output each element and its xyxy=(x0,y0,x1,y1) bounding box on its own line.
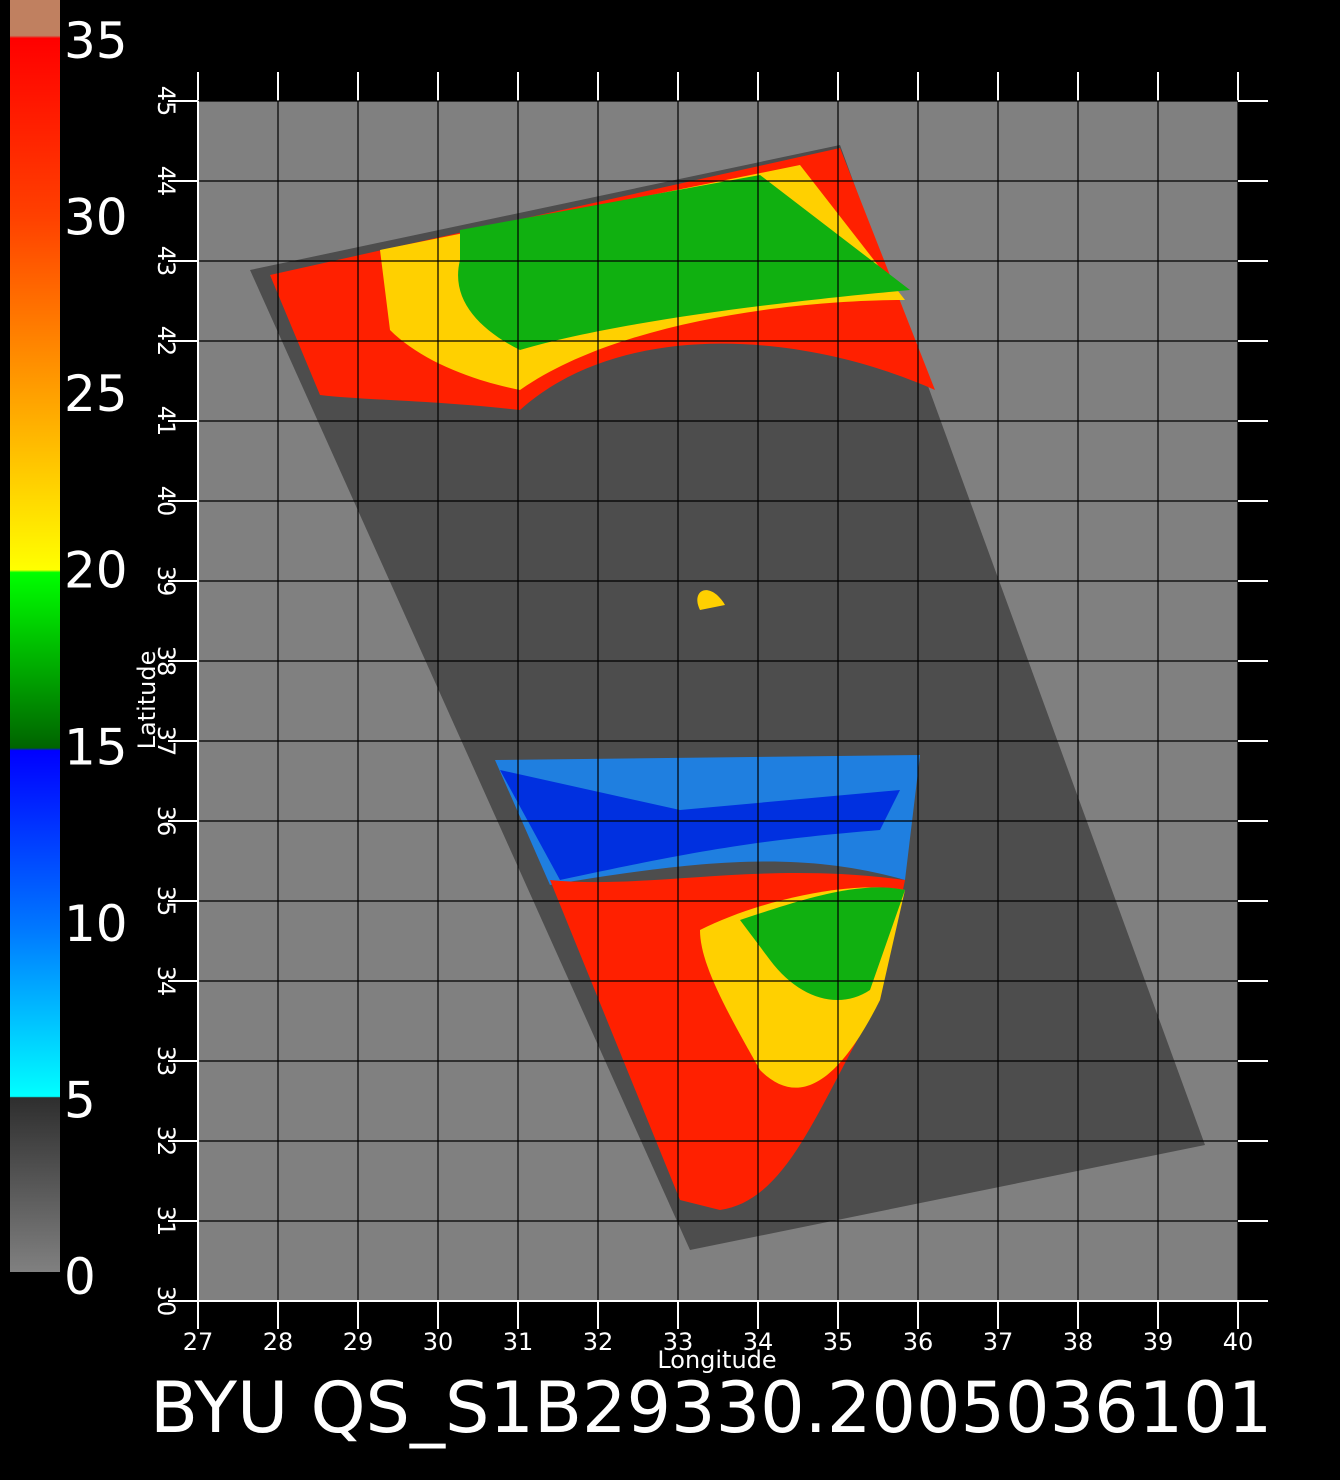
x-tick-label: 27 xyxy=(183,1328,214,1356)
y-tick-label: 34 xyxy=(152,966,180,997)
colorbar-label: 5 xyxy=(64,1071,96,1129)
x-tick-label: 28 xyxy=(263,1328,294,1356)
colorbar-label: 35 xyxy=(64,12,128,70)
colorbar-label: 30 xyxy=(64,189,128,247)
colorbar-label: 0 xyxy=(64,1248,96,1306)
x-tick-label: 34 xyxy=(743,1328,774,1356)
colorbar-label: 20 xyxy=(64,542,128,600)
y-tick-label: 36 xyxy=(152,806,180,837)
colorbar-label: 10 xyxy=(64,895,128,953)
image-title: BYU QS_S1B29330.2005036101 xyxy=(150,1367,1272,1449)
y-tick-label: 43 xyxy=(152,246,180,277)
x-tick-label: 31 xyxy=(503,1328,534,1356)
x-tick-label: 30 xyxy=(423,1328,454,1356)
y-tick-label: 33 xyxy=(152,1046,180,1077)
x-tick-label: 37 xyxy=(983,1328,1014,1356)
y-tick-label: 37 xyxy=(152,726,180,757)
y-axis-label: Latitude xyxy=(133,651,161,750)
colorbar-label: 15 xyxy=(64,718,128,776)
colorbar-label: 25 xyxy=(64,365,128,423)
x-tick-label: 40 xyxy=(1223,1328,1254,1356)
y-tick-label: 30 xyxy=(152,1286,180,1317)
y-tick-label: 40 xyxy=(152,486,180,517)
y-tick-label: 38 xyxy=(152,646,180,677)
x-axis-label: Longitude xyxy=(657,1346,776,1374)
y-tick-label: 39 xyxy=(152,566,180,597)
y-tick-label: 32 xyxy=(152,1126,180,1157)
y-tick-label: 45 xyxy=(152,86,180,117)
x-tick-label: 36 xyxy=(903,1328,934,1356)
y-tick-label: 31 xyxy=(152,1206,180,1237)
y-tick-label: 35 xyxy=(152,886,180,917)
x-tick-label: 35 xyxy=(823,1328,854,1356)
colorbar xyxy=(10,0,60,1272)
wind-field xyxy=(270,148,935,1210)
y-tick-label: 41 xyxy=(152,406,180,437)
x-tick-label: 29 xyxy=(343,1328,374,1356)
x-tick-label: 33 xyxy=(663,1328,694,1356)
x-tick-label: 39 xyxy=(1143,1328,1174,1356)
x-tick-label: 38 xyxy=(1063,1328,1094,1356)
x-tick-label: 32 xyxy=(583,1328,614,1356)
y-tick-label: 42 xyxy=(152,326,180,357)
y-tick-label: 44 xyxy=(152,166,180,197)
